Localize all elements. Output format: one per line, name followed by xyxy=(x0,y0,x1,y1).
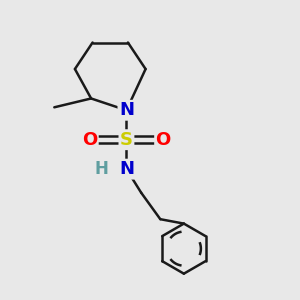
Text: N: N xyxy=(119,101,134,119)
Text: N: N xyxy=(119,160,134,178)
Text: O: O xyxy=(156,131,171,149)
Text: S: S xyxy=(120,131,133,149)
Text: H: H xyxy=(94,160,108,178)
Text: O: O xyxy=(82,131,97,149)
